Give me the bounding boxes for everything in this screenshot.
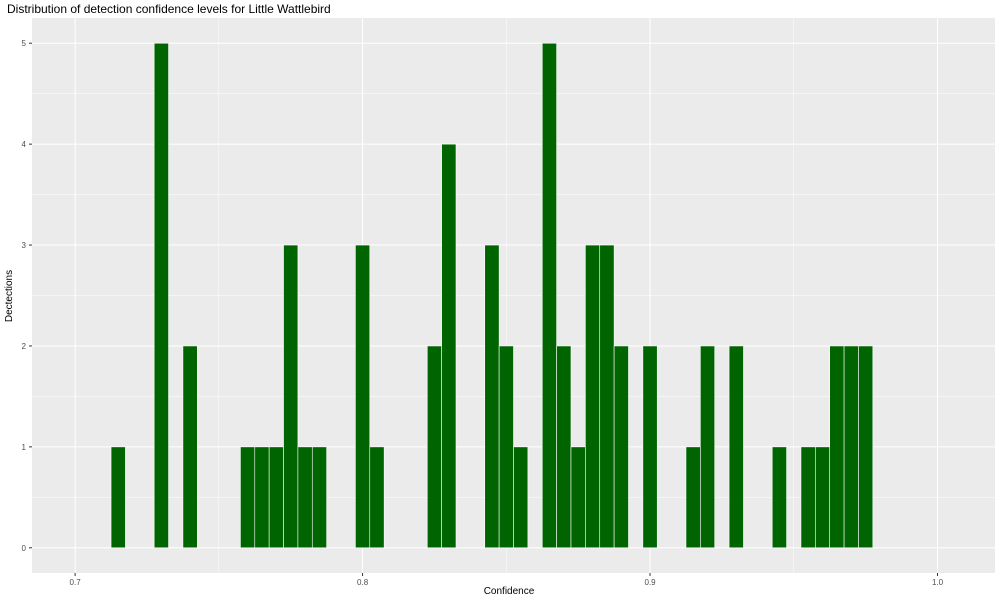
histogram-bar xyxy=(369,446,385,549)
histogram-bar xyxy=(642,345,658,549)
histogram-bar xyxy=(800,446,816,549)
y-tick-label: 2 xyxy=(22,342,27,351)
histogram-bar xyxy=(771,446,787,549)
histogram-bar xyxy=(182,345,198,549)
histogram-bar xyxy=(599,244,615,549)
histogram-bar xyxy=(585,244,601,549)
histogram-bar xyxy=(498,345,514,549)
y-axis-title: Dectections xyxy=(4,270,15,322)
histogram-bar xyxy=(541,42,557,549)
histogram-bar xyxy=(858,345,874,549)
y-axis-ticks: 0 1 2 3 4 5 xyxy=(22,39,32,553)
x-tick-label: 0.8 xyxy=(357,578,369,587)
histogram-bar xyxy=(829,345,845,549)
histogram-bar xyxy=(685,446,701,549)
histogram-bar xyxy=(700,345,716,549)
x-axis-ticks: 0.7 0.8 0.9 1.0 xyxy=(70,573,944,587)
histogram-bar xyxy=(843,345,859,549)
histogram-bar xyxy=(484,244,500,549)
x-axis-title: Confidence xyxy=(484,586,535,597)
histogram-bar xyxy=(426,345,442,549)
histogram-bar xyxy=(153,42,169,549)
x-tick-label: 1.0 xyxy=(932,578,944,587)
y-tick-label: 0 xyxy=(22,544,27,553)
y-tick-label: 5 xyxy=(22,39,27,48)
histogram-bar xyxy=(613,345,629,549)
y-tick-label: 1 xyxy=(22,443,27,452)
chart-title: Distribution of detection confidence lev… xyxy=(7,2,331,16)
histogram-bar xyxy=(268,446,284,549)
x-tick-label: 0.9 xyxy=(644,578,656,587)
histogram-bar xyxy=(311,446,327,549)
histogram-bar xyxy=(110,446,126,549)
histogram-bar xyxy=(556,345,572,549)
histogram-bar xyxy=(513,446,529,549)
histogram-bar xyxy=(355,244,371,549)
histogram-bar xyxy=(283,244,299,549)
x-tick-label: 0.7 xyxy=(70,578,82,587)
histogram-bar xyxy=(441,143,457,549)
histogram-bar xyxy=(240,446,256,549)
bars xyxy=(110,42,874,549)
histogram-bar xyxy=(815,446,831,549)
histogram-bar xyxy=(297,446,313,549)
y-tick-label: 4 xyxy=(22,140,27,149)
histogram-bar xyxy=(570,446,586,549)
histogram-bar xyxy=(728,345,744,549)
y-tick-label: 3 xyxy=(22,241,27,250)
histogram-bar xyxy=(254,446,270,549)
